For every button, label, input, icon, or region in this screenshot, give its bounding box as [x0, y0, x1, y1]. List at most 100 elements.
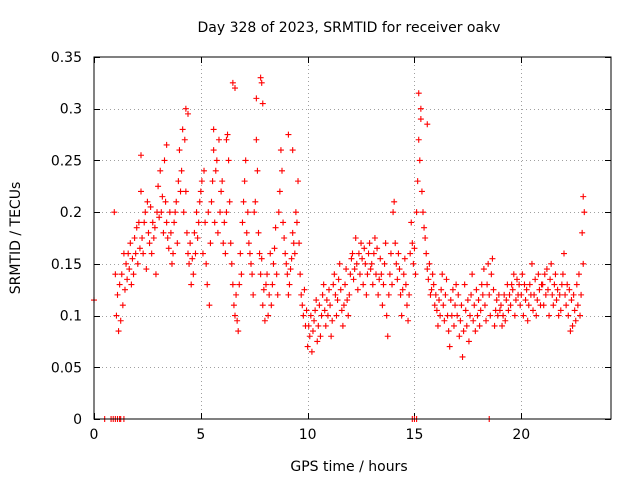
data-point — [511, 312, 518, 319]
data-point — [305, 322, 312, 329]
data-point — [287, 266, 294, 273]
data-point — [526, 281, 533, 288]
data-point — [473, 286, 480, 293]
data-point — [561, 250, 567, 257]
data-point — [395, 250, 402, 257]
data-point — [265, 312, 272, 319]
data-point — [177, 188, 184, 195]
data-point — [140, 250, 147, 257]
x-tick-label: 10 — [299, 427, 317, 443]
data-point — [412, 271, 419, 278]
data-point — [543, 266, 550, 273]
tick-labels: 0 5 10 15 20 0 0.05 0.1 0.15 0.2 0.25 0.3 0.35 — [51, 50, 530, 443]
data-point — [180, 209, 187, 216]
data-point — [229, 281, 236, 288]
data-point — [551, 281, 558, 288]
data-point — [230, 302, 237, 309]
data-point — [506, 291, 513, 298]
data-point — [539, 281, 546, 288]
data-point — [192, 250, 199, 257]
data-point — [259, 302, 266, 309]
data-point — [524, 317, 531, 324]
data-point — [378, 271, 385, 278]
data-point — [525, 302, 532, 309]
data-point — [155, 183, 162, 190]
data-point — [168, 260, 175, 267]
data-point — [293, 219, 300, 226]
data-point — [309, 328, 316, 335]
data-point — [469, 271, 476, 278]
data-point — [531, 291, 538, 298]
data-point — [159, 193, 166, 200]
data-point — [500, 312, 507, 319]
data-point — [157, 167, 164, 174]
data-point — [209, 178, 216, 185]
data-point — [322, 322, 329, 329]
data-point — [338, 307, 345, 314]
data-point — [307, 312, 314, 319]
data-point — [366, 240, 373, 247]
data-point — [206, 302, 213, 309]
data-point — [472, 328, 479, 335]
data-point — [288, 255, 295, 262]
data-point — [156, 214, 163, 221]
data-point — [290, 240, 297, 247]
data-point — [348, 255, 355, 262]
data-point — [298, 291, 305, 298]
data-point — [220, 240, 227, 247]
data-point — [252, 198, 259, 205]
data-point — [367, 266, 374, 273]
data-point — [266, 291, 273, 298]
data-point — [555, 312, 562, 319]
data-point — [316, 302, 323, 309]
data-point — [232, 85, 238, 92]
chart-title: Day 328 of 2023, SRMTID for receiver oak… — [198, 20, 501, 36]
data-point — [347, 271, 354, 278]
data-point — [405, 317, 412, 324]
data-point — [134, 260, 141, 267]
data-point — [452, 302, 459, 309]
data-point — [329, 317, 336, 324]
data-point — [546, 312, 553, 319]
data-point — [275, 209, 282, 216]
data-point — [376, 276, 383, 283]
y-tick-label: 0.1 — [60, 309, 82, 325]
data-point — [390, 209, 397, 216]
data-point — [535, 271, 542, 278]
y-tick-label: 0.2 — [60, 205, 82, 221]
data-point — [335, 276, 342, 283]
data-point — [272, 224, 279, 231]
data-point — [362, 260, 369, 267]
data-point — [244, 209, 251, 216]
data-point — [343, 266, 350, 273]
data-point — [147, 203, 154, 210]
data-point — [198, 178, 205, 185]
data-point — [460, 328, 467, 335]
data-point — [146, 240, 153, 247]
data-point — [522, 297, 529, 304]
data-point — [455, 291, 462, 298]
data-point — [439, 271, 446, 278]
data-point — [512, 297, 519, 304]
data-point — [379, 302, 386, 309]
data-point — [356, 271, 363, 278]
data-point — [246, 250, 253, 257]
data-point — [191, 229, 198, 236]
data-point — [276, 188, 283, 195]
data-point — [295, 178, 302, 185]
data-point — [197, 188, 204, 195]
data-point — [400, 271, 407, 278]
data-point — [187, 240, 194, 247]
data-point — [497, 302, 504, 309]
data-point — [258, 79, 265, 86]
data-point — [326, 286, 332, 293]
data-point — [540, 302, 547, 309]
data-point — [296, 240, 303, 247]
data-point — [141, 219, 148, 226]
data-point — [299, 302, 306, 309]
data-point — [470, 317, 477, 324]
data-point — [136, 245, 143, 252]
data-point — [562, 291, 569, 298]
data-point — [123, 260, 130, 267]
